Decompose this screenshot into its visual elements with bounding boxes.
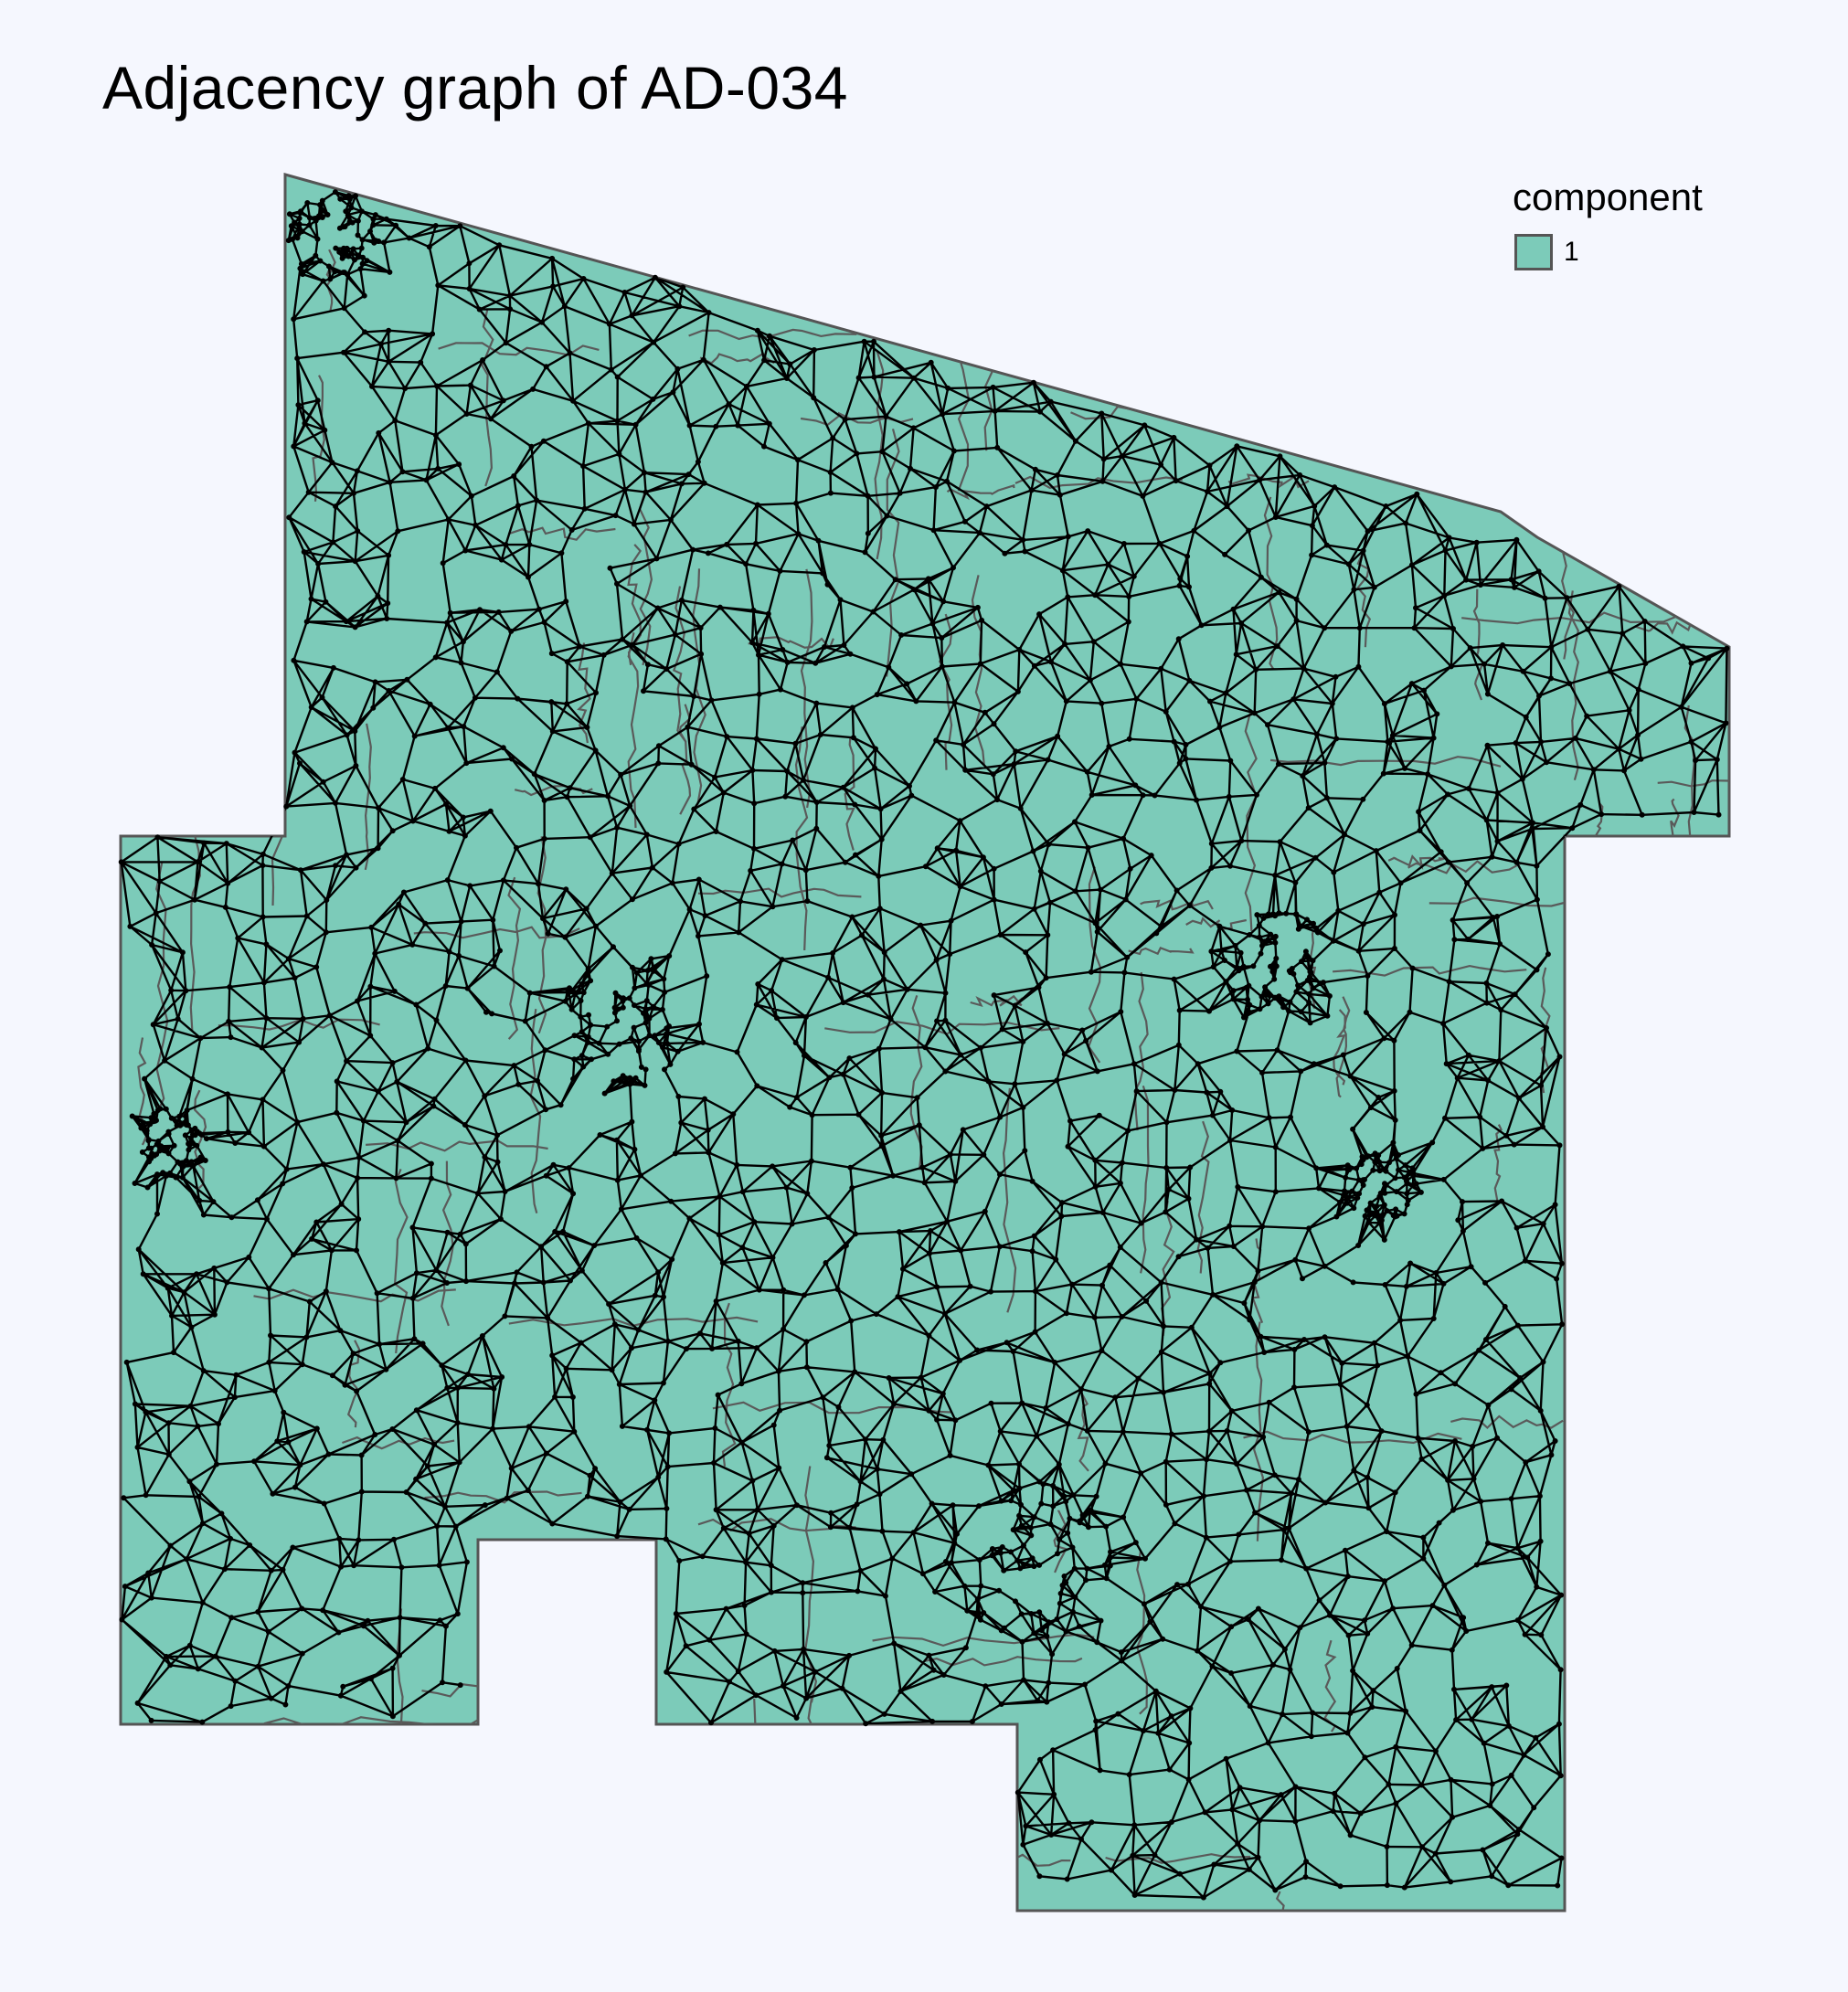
precinct-border — [1269, 756, 1502, 768]
precinct-border — [721, 1302, 737, 1467]
precinct-border — [1716, 343, 1729, 356]
precinct-border — [1461, 611, 1713, 625]
precinct-border — [1662, 1096, 1675, 1336]
precinct-border — [1429, 232, 1445, 322]
district-boundary — [119, 173, 1731, 1913]
precinct-border — [481, 309, 494, 487]
precinct-border — [1136, 1550, 1149, 1715]
precinct-border — [473, 195, 663, 210]
precinct-border — [1601, 1501, 1618, 1578]
precinct-border — [529, 1009, 542, 1213]
precinct-border — [507, 876, 522, 1040]
precinct-border — [920, 1899, 930, 1911]
precinct-border — [1272, 1891, 1288, 1911]
precinct-border — [536, 836, 547, 1034]
precinct-border — [1590, 1022, 1603, 1260]
legend-swatch — [1514, 234, 1553, 270]
precinct-border — [536, 1724, 551, 1911]
precinct-border — [909, 995, 923, 1171]
precinct-border — [1259, 360, 1445, 374]
precinct-border — [1335, 996, 1351, 1098]
precinct-border — [1513, 300, 1527, 374]
precinct-border — [1196, 1120, 1210, 1274]
precinct-border — [1598, 1498, 1610, 1570]
legend: component 1 — [1513, 175, 1703, 270]
precinct-border — [1593, 934, 1725, 950]
precinct-border — [1588, 1055, 1600, 1229]
precinct-border — [366, 1139, 548, 1152]
precinct-border — [748, 636, 834, 651]
precinct-border — [1589, 1377, 1729, 1391]
precinct-border — [420, 1757, 526, 1771]
precinct-border — [1711, 1460, 1726, 1653]
precinct-border — [688, 328, 857, 341]
precinct-border — [1719, 1090, 1729, 1105]
precinct-border — [325, 249, 336, 312]
precinct-border — [433, 1778, 449, 1911]
precinct-border — [794, 726, 809, 951]
precinct-border — [393, 1168, 409, 1354]
precinct-border — [1002, 1087, 1017, 1313]
precinct-border — [196, 1832, 207, 1911]
precinct-border — [1687, 592, 1729, 609]
precinct-border — [672, 586, 687, 743]
precinct-border — [165, 450, 181, 555]
precinct-border — [1244, 709, 1258, 932]
precinct-border — [507, 526, 616, 541]
precinct-border — [572, 229, 791, 241]
page-title: Adjacency graph of AD-034 — [102, 54, 849, 122]
precinct-border — [946, 483, 1015, 501]
precinct-border — [1140, 899, 1214, 911]
precinct-border — [424, 1490, 582, 1504]
precinct-border — [1673, 1708, 1687, 1911]
precinct-border — [1243, 1430, 1462, 1445]
precinct-border — [627, 544, 643, 665]
precinct-border — [177, 216, 193, 385]
precinct-border — [1185, 917, 1248, 930]
precinct-border — [1472, 588, 1484, 701]
precinct-border — [1128, 947, 1195, 956]
precinct-border — [923, 1656, 1083, 1667]
precinct-border — [1280, 286, 1363, 296]
precinct-border — [1077, 1383, 1089, 1472]
precinct-border — [1493, 1124, 1503, 1203]
precinct-border — [1053, 1510, 1067, 1573]
legend-item: 1 — [1513, 234, 1703, 270]
precinct-border — [844, 737, 855, 851]
precinct-border — [1633, 1279, 1729, 1293]
precinct-border — [1532, 445, 1545, 535]
legend-item-label: 1 — [1564, 237, 1579, 267]
precinct-border — [1565, 1113, 1729, 1126]
precinct-border — [153, 730, 247, 744]
precinct-border — [165, 558, 180, 790]
precinct-border — [1356, 550, 1372, 648]
precinct-border — [1252, 1321, 1265, 1542]
precinct-border — [627, 632, 640, 828]
precinct-border — [1488, 406, 1589, 419]
precinct-border — [1590, 1878, 1729, 1892]
precinct-border — [413, 926, 580, 939]
precinct-border — [123, 699, 250, 712]
precinct-border — [1657, 775, 1729, 789]
precinct-border — [1105, 1853, 1251, 1864]
precinct-border — [639, 490, 653, 666]
precinct-border — [1630, 1763, 1729, 1775]
precinct-border — [1140, 1085, 1150, 1274]
precinct-border — [749, 1698, 762, 1911]
legend-title: component — [1513, 175, 1703, 218]
precinct-border — [155, 862, 169, 1116]
precinct-border — [438, 342, 600, 356]
